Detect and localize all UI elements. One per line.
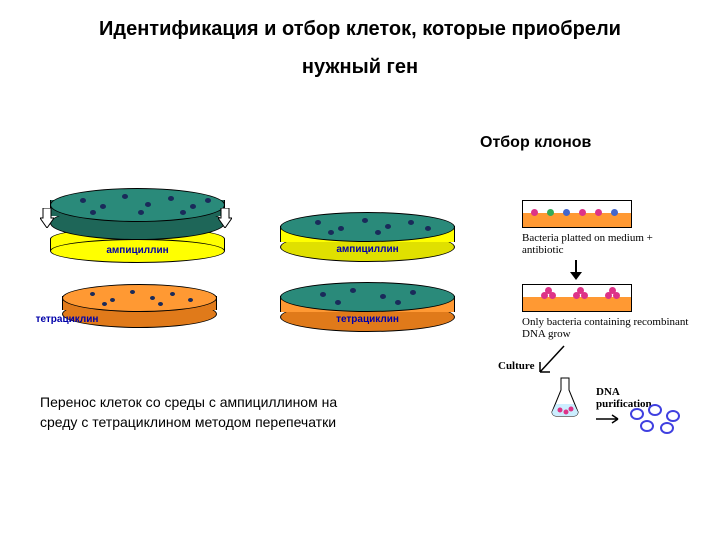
right-amp-dish: ампициллин [280, 218, 455, 266]
plasmid-icon [648, 404, 662, 416]
colony [130, 290, 135, 294]
colony [328, 230, 334, 235]
subtitle: Отбор клонов [480, 134, 591, 152]
left-top-dish [50, 196, 225, 240]
colony [102, 302, 107, 306]
colony [380, 294, 386, 299]
colony [188, 298, 193, 302]
colony [338, 226, 344, 231]
colony [150, 296, 155, 300]
colony [408, 220, 414, 225]
label-culture: Culture [498, 360, 534, 372]
left-amp-label: ампициллин [50, 245, 225, 256]
colony [315, 220, 321, 225]
arrow-right-icon [596, 414, 626, 424]
label-platted: Bacteria platted on medium + antibiotic [522, 232, 682, 256]
colony [80, 198, 86, 203]
plasmid-icon [640, 420, 654, 432]
plasmids [630, 404, 690, 434]
colony [180, 210, 186, 215]
plasmid-icon [666, 410, 680, 422]
left-amp-side: ампициллин [50, 239, 225, 263]
plasmid-icon [630, 408, 644, 420]
label-grown: Only bacteria containing recombinant DNA… [522, 316, 692, 340]
colony [190, 204, 196, 209]
colony [145, 202, 151, 207]
title-line2: нужный ген [0, 56, 720, 79]
colony [362, 218, 368, 223]
colony [158, 302, 163, 306]
colony [335, 300, 341, 305]
colony [425, 226, 431, 231]
colony [320, 292, 326, 297]
colony [205, 198, 211, 203]
colony [375, 230, 381, 235]
caption-line1: Перенос клеток со среды с ампициллином н… [40, 394, 337, 410]
colony [122, 194, 128, 199]
left-tet-dish: тетрациклин [62, 288, 217, 332]
colony [410, 290, 416, 295]
plasmid-icon [660, 422, 674, 434]
colony [138, 210, 144, 215]
colony [90, 210, 96, 215]
arrow-down-icon [570, 260, 582, 280]
colony [170, 292, 175, 296]
arrow-down-icon [40, 208, 54, 228]
tube-platted [522, 200, 632, 228]
colony [350, 288, 356, 293]
tube-grown [522, 284, 632, 312]
colony [90, 292, 95, 296]
colony [100, 204, 106, 209]
colony [110, 298, 115, 302]
left-tet-label: тетрациклин [22, 314, 112, 325]
right-tet-dish: тетрациклин [280, 288, 455, 336]
colony [385, 224, 391, 229]
arrow-down-icon [218, 208, 232, 228]
colony [395, 300, 401, 305]
caption-line2: среду с тетрациклином методом перепечатк… [40, 414, 336, 430]
arrow-angled-icon [536, 344, 566, 378]
flask-icon [548, 376, 582, 418]
colony [168, 196, 174, 201]
title-line1: Идентификация и отбор клеток, которые пр… [0, 18, 720, 41]
right-tet-label: тетрациклин [280, 314, 455, 325]
right-amp-label: ампициллин [280, 244, 455, 255]
